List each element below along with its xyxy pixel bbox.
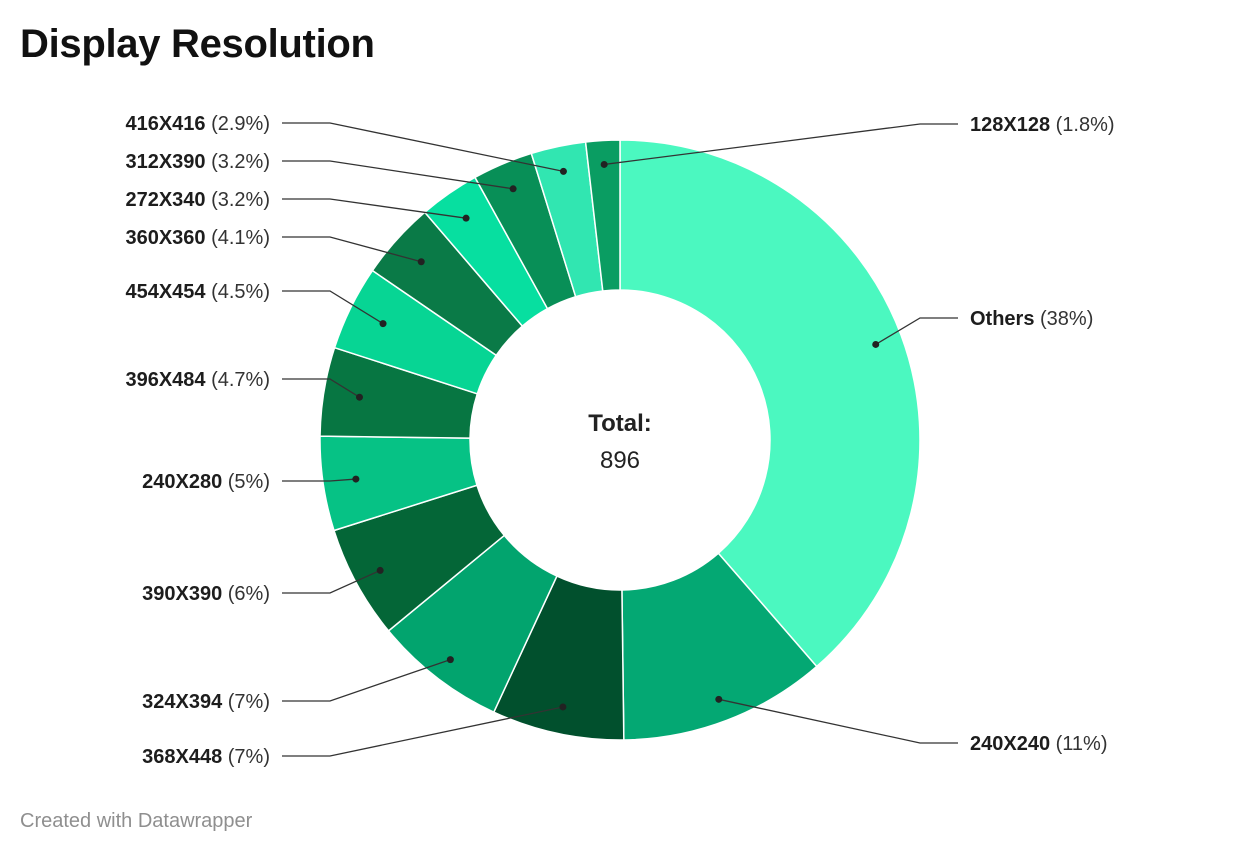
leader-dot-368x448 <box>559 703 567 711</box>
leader-line-390x390 <box>282 569 381 594</box>
slice-label-390x390: 390X390 (6%) <box>142 583 270 605</box>
leader-dot-240x280 <box>352 475 360 483</box>
leader-dot-312x390 <box>509 185 517 193</box>
leader-dot-416x416 <box>559 167 567 175</box>
leader-line-324x394 <box>282 659 451 702</box>
slice-labels: Others (38%) 240X240 (11%) 368X448 (7%) 324… <box>125 113 1114 768</box>
leader-dot-324x394 <box>446 656 454 664</box>
chart-title: Display Resolution <box>20 22 375 66</box>
slice-label-312x390: 312X390 (3.2%) <box>125 151 270 173</box>
slice-label-324x394: 324X394 (7%) <box>142 691 270 713</box>
leader-line-312x390 <box>282 160 514 190</box>
center-total-value: 896 <box>600 447 640 474</box>
leader-dot-396x484 <box>355 393 363 401</box>
leader-line-360x360 <box>282 236 422 263</box>
slice-128x128 <box>584 139 621 292</box>
leader-line-454x454 <box>282 290 384 325</box>
slice-label-240x280: 240X280 (5%) <box>142 471 270 493</box>
slice-label-396x484: 396X484 (4.7%) <box>125 369 270 391</box>
center-total-label: Total: <box>588 410 652 437</box>
slice-label-240x240: 240X240 (11%) <box>970 733 1108 755</box>
slice-label-368x448: 368X448 (7%) <box>142 746 270 768</box>
leader-line-128x128 <box>604 123 958 166</box>
leader-line-416x416 <box>282 122 564 173</box>
leader-line-240x240 <box>718 698 958 744</box>
leader-dot-others <box>872 340 880 348</box>
slice-others <box>619 139 921 668</box>
leader-dot-360x360 <box>417 258 425 266</box>
slice-label-360x360: 360X360 (4.1%) <box>125 227 270 249</box>
leader-dot-272x340 <box>462 214 470 222</box>
leader-dot-128x128 <box>600 160 608 168</box>
leader-dot-240x240 <box>715 695 723 703</box>
slice-label-272x340: 272X340 (3.2%) <box>125 189 270 211</box>
slice-label-416x416: 416X416 (2.9%) <box>125 113 270 135</box>
leader-dot-390x390 <box>376 566 384 574</box>
leader-line-others <box>875 317 958 346</box>
footer-credit: Created with Datawrapper <box>20 810 253 832</box>
donut-chart: Others (38%) 240X240 (11%) 368X448 (7%) 324… <box>125 113 1114 768</box>
leader-lines <box>282 122 958 757</box>
leader-line-368x448 <box>282 706 564 757</box>
slice-label-128x128: 128X128 (1.8%) <box>970 114 1115 136</box>
leader-dot-454x454 <box>379 320 387 328</box>
slices <box>319 139 921 741</box>
leader-line-272x340 <box>282 198 467 219</box>
leader-line-396x484 <box>282 378 360 398</box>
leader-line-240x280 <box>282 478 356 482</box>
slice-label-others: Others (38%) <box>970 308 1093 330</box>
slice-label-454x454: 454X454 (4.5%) <box>125 281 270 303</box>
